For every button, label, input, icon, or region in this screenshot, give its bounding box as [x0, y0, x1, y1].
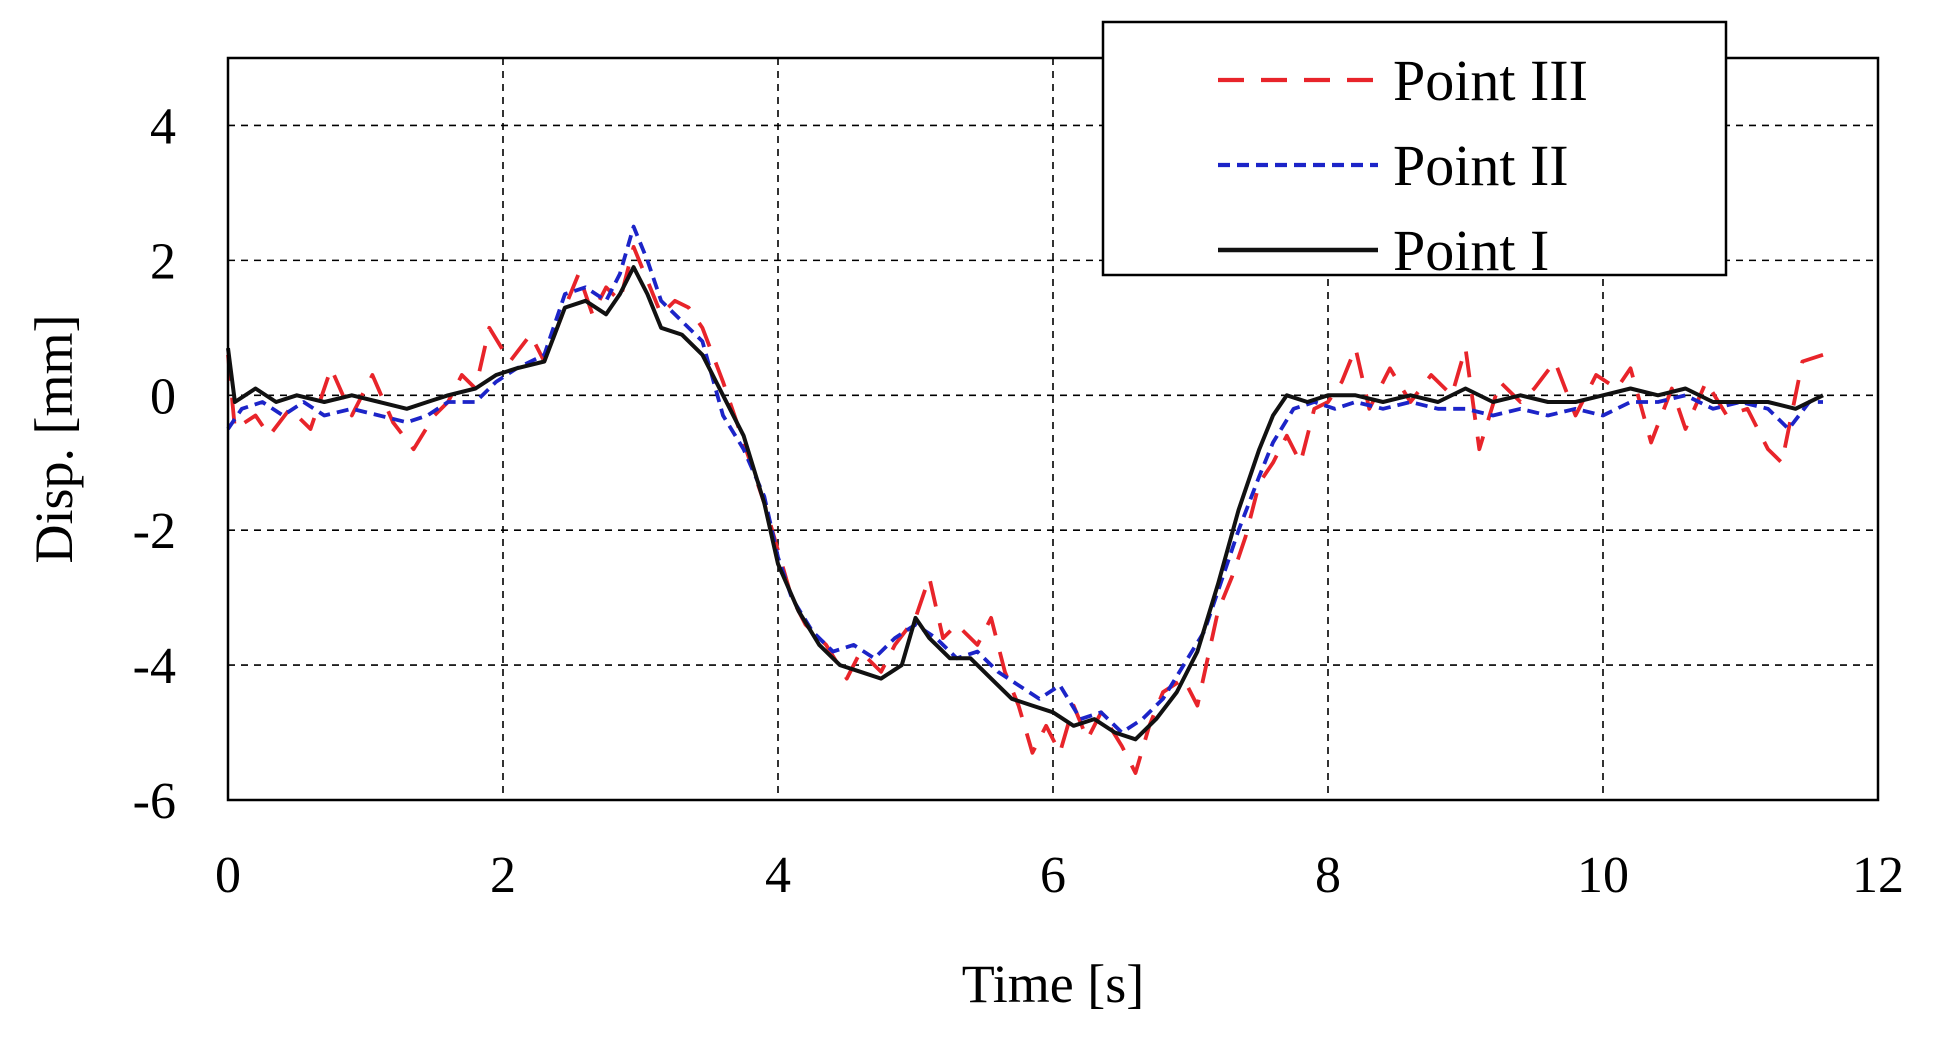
x-axis-ticks: 0 2 4 6 8 10 12	[215, 847, 1904, 904]
x-tick-label: 8	[1315, 847, 1341, 904]
series-line-3	[226, 265, 1824, 742]
y-tick-label: 2	[150, 233, 176, 290]
y-tick-label: 4	[150, 98, 176, 155]
legend-label-3: Point I	[1393, 218, 1549, 283]
x-tick-label: 4	[765, 847, 791, 904]
y-axis-label: Disp. [mm]	[24, 315, 84, 564]
x-tick-label: 2	[490, 847, 516, 904]
series-line-2	[226, 224, 1823, 735]
legend-label-1: Point III	[1393, 48, 1588, 113]
series-line-1	[226, 245, 1824, 775]
series-lines	[226, 224, 1824, 775]
x-tick-label: 12	[1852, 847, 1904, 904]
x-tick-label: 6	[1040, 847, 1066, 904]
x-tick-label: 0	[215, 847, 241, 904]
y-tick-label: -2	[133, 503, 176, 560]
x-tick-label: 10	[1577, 847, 1629, 904]
plot-area-frame	[226, 56, 1880, 802]
y-tick-label: -4	[133, 638, 176, 695]
y-tick-label: -6	[133, 773, 176, 830]
legend-box	[1101, 20, 1728, 277]
y-axis-ticks: -6 -4 -2 0 2 4	[133, 98, 176, 830]
legend-label-2: Point II	[1393, 133, 1569, 198]
x-axis-label: Time [s]	[962, 954, 1145, 1014]
y-tick-label: 0	[150, 368, 176, 425]
legend: Point III Point II Point I	[1101, 20, 1728, 283]
